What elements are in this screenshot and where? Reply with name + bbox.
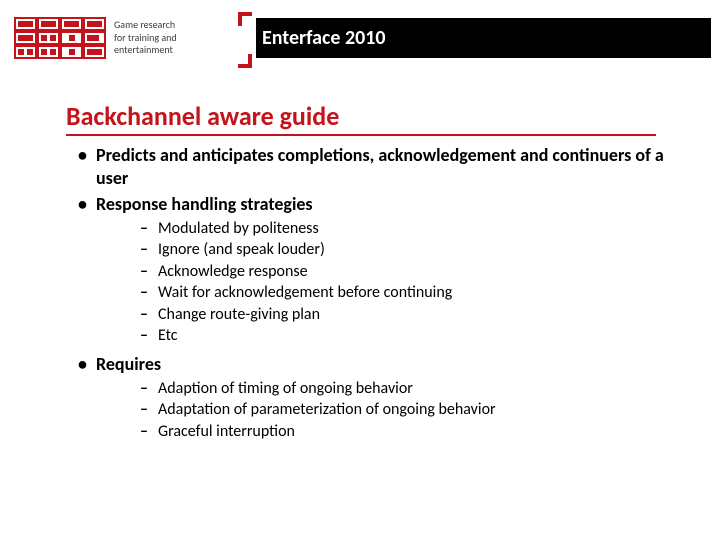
logo-tagline: Game research for training and entertain…: [114, 19, 177, 57]
header: Game research for training and entertain…: [0, 10, 720, 66]
sub-bullet-item: Adaptation of parameterization of ongoin…: [96, 399, 666, 421]
title-bar: Enterface 2010: [256, 18, 711, 58]
gate-logo-icon: [14, 17, 106, 59]
sub-bullet-item: Adaption of timing of ongoing behavior: [96, 378, 666, 400]
header-title: Enterface 2010: [262, 26, 386, 50]
bullet-text: Predicts and anticipates completions, ac…: [96, 144, 664, 189]
bracket-bottom-right-icon: [238, 54, 252, 68]
sub-bullet-item: Change route-giving plan: [96, 304, 666, 326]
sub-bullet-item: Modulated by politeness: [96, 218, 666, 240]
slide-content: Predicts and anticipates completions, ac…: [66, 144, 666, 448]
sub-bullet-item: Etc: [96, 325, 666, 347]
bracket-top-left-icon: [238, 12, 252, 26]
bullet-item: Response handling strategies Modulated b…: [66, 193, 666, 347]
bullet-text: Requires: [96, 353, 161, 375]
sub-bullet-item: Wait for acknowledgement before continui…: [96, 282, 666, 304]
bullet-text: Response handling strategies: [96, 193, 313, 215]
sub-bullet-item: Ignore (and speak louder): [96, 239, 666, 261]
slide-title: Backchannel aware guide: [66, 100, 339, 132]
title-underline: [66, 134, 656, 136]
logo-area: Game research for training and entertain…: [14, 10, 234, 66]
bullet-item: Requires Adaption of timing of ongoing b…: [66, 353, 666, 442]
sub-bullet-item: Graceful interruption: [96, 421, 666, 443]
sub-bullet-item: Acknowledge response: [96, 261, 666, 283]
bullet-item: Predicts and anticipates completions, ac…: [66, 144, 666, 189]
